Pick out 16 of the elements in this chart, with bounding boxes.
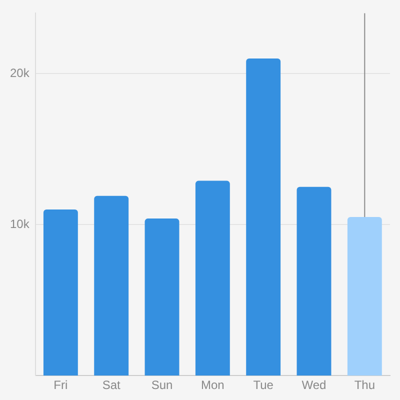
x-tick-label: Fri [54,378,68,392]
x-tick-label: Mon [201,378,224,392]
bar [296,186,332,376]
bar [144,218,180,376]
bar [94,196,129,376]
y-tick-label: 20k [10,66,30,80]
bar [195,180,230,376]
x-tick-label: Sat [102,378,122,392]
bar [246,58,281,376]
x-tick-label: Thu [354,378,376,392]
bar [43,210,78,376]
x-tick-label: Wed [302,378,326,392]
x-tick-label: Tue [253,378,274,392]
x-tick-label: Sun [151,378,173,392]
y-tick-label: 10k [10,216,30,231]
bar [347,217,382,376]
